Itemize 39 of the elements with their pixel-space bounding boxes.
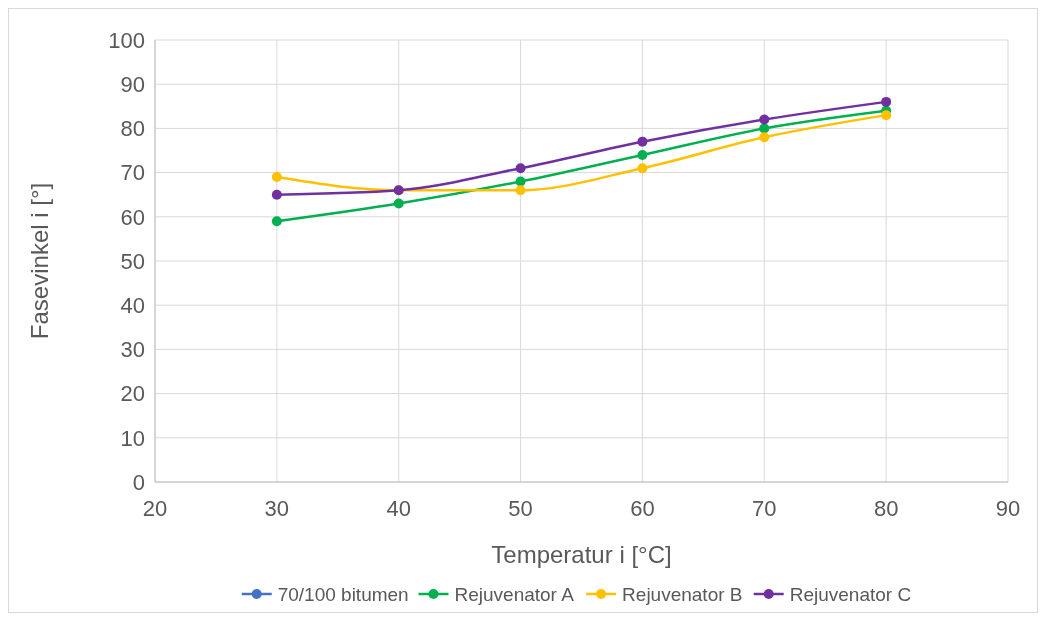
y-tick-label: 10 — [120, 425, 145, 451]
y-tick-label: 50 — [120, 248, 145, 274]
point — [637, 136, 648, 147]
x-tick-label: 80 — [873, 496, 899, 521]
x-tick-label: 40 — [386, 496, 411, 521]
y-tick-label: 70 — [120, 160, 145, 186]
point — [393, 198, 404, 209]
x-tick-label: 70 — [752, 496, 777, 521]
point — [637, 149, 648, 160]
x-tick-label: 30 — [264, 496, 290, 521]
point — [271, 216, 282, 227]
y-tick-label: 100 — [108, 27, 145, 53]
legend-label: Rejuvenator A — [454, 583, 575, 605]
point — [637, 163, 648, 174]
x-tick-label: 60 — [630, 496, 655, 521]
point — [271, 189, 282, 200]
y-tick-label: 0 — [132, 469, 145, 495]
point — [515, 176, 526, 187]
legend-label: Rejuvenator C — [789, 583, 912, 605]
legend-label: 70/100 bitumen — [277, 583, 409, 605]
x-tick-label: 90 — [995, 496, 1021, 521]
x-tick-label: 20 — [142, 496, 168, 521]
y-tick-label: 40 — [120, 292, 145, 318]
y-tick-label: 80 — [120, 116, 145, 142]
point — [515, 163, 526, 174]
x-axis-title: Temperatur i [°C] — [491, 541, 672, 568]
y-tick-label: 20 — [120, 381, 145, 407]
point — [881, 96, 892, 107]
legend-label: Rejuvenator B — [622, 583, 743, 605]
y-axis-title: Fasevinkel i [°] — [26, 182, 53, 340]
y-tick-label: 60 — [120, 204, 145, 230]
x-tick-label: 50 — [508, 496, 533, 521]
point — [271, 172, 282, 183]
point — [759, 114, 770, 125]
y-tick-label: 30 — [120, 337, 145, 363]
point — [515, 185, 526, 196]
point — [881, 110, 892, 121]
y-tick-label: 90 — [120, 71, 145, 97]
point — [759, 132, 770, 143]
